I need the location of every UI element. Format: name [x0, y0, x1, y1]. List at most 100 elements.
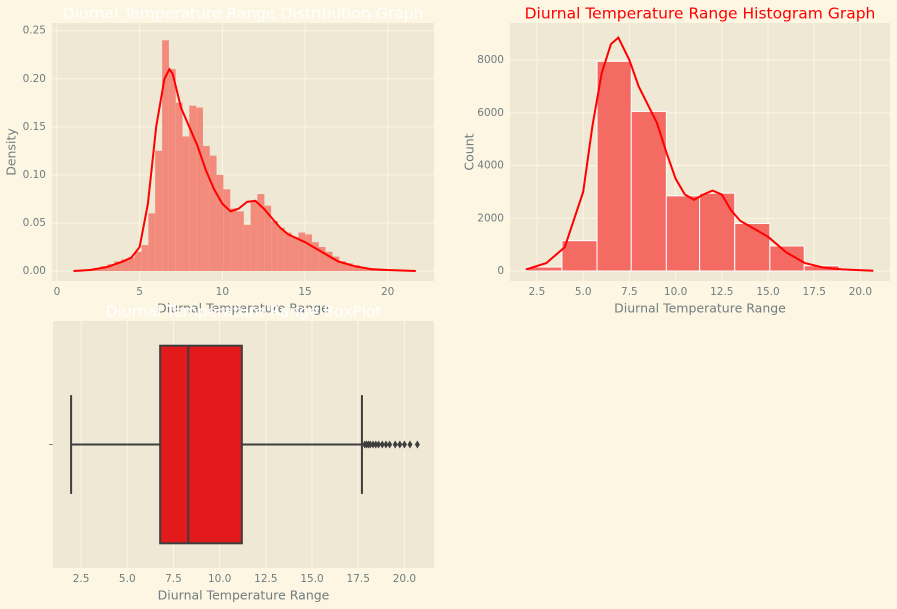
outlier [379, 440, 385, 449]
bar [284, 232, 292, 272]
y-tick-label: 0.20 [23, 73, 46, 85]
outlier [367, 440, 373, 449]
x-tick-label: 15.0 [756, 286, 779, 298]
bar [596, 60, 632, 272]
x-tick-label: 10.0 [664, 286, 687, 298]
bar [332, 256, 340, 272]
bar [734, 223, 771, 272]
kde-line [73, 67, 416, 273]
y-tick-label: 0.25 [23, 25, 46, 37]
y-tick-label: 2000 [477, 212, 504, 224]
x-tick-label: 17.5 [347, 573, 370, 585]
bar [277, 227, 285, 272]
bar [237, 211, 244, 272]
y-axis-label: Density [4, 128, 19, 176]
bar [298, 232, 306, 272]
bar [769, 245, 805, 272]
y-axis-label: Count [462, 133, 477, 170]
bar [257, 194, 265, 272]
y-tick-label: 0.10 [23, 169, 46, 181]
y-tick-label: 6000 [477, 107, 504, 119]
bar [202, 146, 210, 272]
bar [141, 245, 149, 272]
outlier [414, 440, 420, 449]
outlier [370, 440, 376, 449]
y-tick-label: 0 [497, 265, 504, 277]
bar [209, 155, 217, 272]
bar [271, 221, 278, 272]
x-tick-label: 10.0 [208, 573, 231, 585]
x-tick-label: 20.0 [393, 573, 416, 585]
x-tick-label: 2.5 [73, 573, 90, 585]
x-axis-label: Diurnal Temperature Range [614, 301, 786, 316]
chart-title: Diurnal Temperature Range Distribution G… [63, 5, 424, 23]
bar [339, 261, 347, 272]
y-tick-label: 0.00 [23, 265, 46, 277]
outlier [397, 440, 403, 449]
bar [223, 189, 231, 272]
x-tick-label: 12.5 [254, 573, 277, 585]
x-tick-label: 17.5 [803, 286, 826, 298]
x-tick-label: 5.0 [575, 286, 592, 298]
outlier [376, 440, 382, 449]
kde-line [525, 35, 874, 272]
bar [250, 200, 258, 272]
bar [175, 102, 183, 272]
bar [352, 265, 360, 272]
outlier [392, 440, 398, 449]
bar [216, 174, 224, 272]
y-tick-label: 4000 [477, 160, 504, 172]
y-tick-label: 0.15 [23, 121, 46, 133]
bar [346, 263, 353, 272]
bar [359, 267, 367, 272]
bar [121, 259, 129, 272]
chart-title: Diurnal Temperature Range BoxPlot [106, 303, 382, 321]
bar [107, 264, 115, 272]
y-tick-label: 8000 [477, 54, 504, 66]
outlier [373, 440, 379, 449]
bar [182, 136, 190, 272]
x-tick-label: 15.0 [300, 573, 323, 585]
chart-title: Diurnal Temperature Range Histogram Grap… [525, 5, 876, 23]
bar [325, 251, 333, 272]
bar [264, 205, 272, 272]
x-tick-label: 10 [216, 286, 229, 298]
y-tick-label: 0.05 [23, 217, 46, 229]
bar [114, 261, 122, 272]
x-tick-label: 12.5 [710, 286, 733, 298]
x-tick-label: 20.0 [849, 286, 872, 298]
bar [699, 192, 736, 272]
x-tick-label: 2.5 [529, 286, 546, 298]
outlier [407, 440, 413, 449]
bar [155, 150, 163, 272]
bar [189, 105, 197, 272]
bar [168, 69, 176, 272]
x-tick-label: 15 [298, 286, 311, 298]
bar [148, 213, 156, 272]
x-tick-label: 20 [381, 286, 394, 298]
x-tick-label: 7.5 [165, 573, 182, 585]
outlier [401, 440, 407, 449]
box [159, 344, 243, 545]
x-tick-label: 5 [136, 286, 143, 298]
x-axis-label: Diurnal Temperature Range [157, 301, 329, 316]
bar [134, 251, 142, 272]
x-tick-label: 7.5 [621, 286, 638, 298]
x-tick-label: 5.0 [119, 573, 136, 585]
bar [243, 224, 251, 272]
bar [561, 240, 598, 272]
bar [128, 257, 135, 272]
bar [196, 107, 203, 272]
bar [291, 237, 299, 272]
bar [318, 246, 326, 272]
bar [630, 110, 667, 272]
bar [311, 242, 319, 272]
outlier [383, 440, 389, 449]
outlier [387, 440, 393, 449]
bar [665, 195, 701, 272]
bar [162, 40, 169, 272]
x-axis-label: Diurnal Temperature Range [158, 588, 330, 603]
bar [305, 234, 312, 272]
